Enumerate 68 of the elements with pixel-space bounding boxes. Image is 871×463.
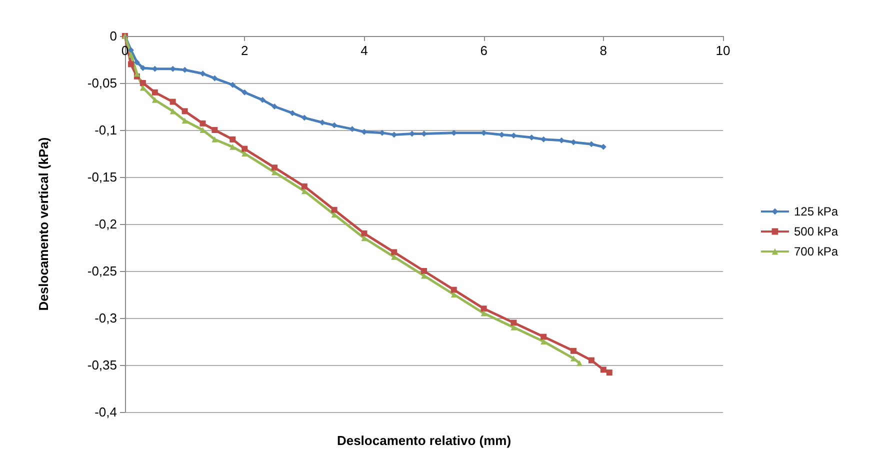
point	[200, 120, 206, 126]
x-tick-label: 10	[716, 43, 730, 58]
point	[421, 268, 427, 274]
point	[570, 348, 576, 354]
point	[182, 108, 188, 114]
point	[319, 119, 326, 126]
y-tick-label: -0,2	[94, 216, 117, 232]
point	[301, 183, 308, 190]
point	[361, 230, 368, 236]
y-tick-label: -0,3	[94, 310, 117, 326]
point	[230, 144, 236, 150]
y-tick-label: -0,15	[87, 170, 117, 184]
point	[540, 338, 547, 344]
point	[391, 249, 398, 256]
legend-label: 125 kPa	[794, 204, 838, 218]
y-axis-title: Deslocamento vertical (kPa)	[36, 137, 51, 311]
point	[230, 82, 236, 88]
x-tick-label: 8	[600, 43, 608, 58]
point	[212, 136, 218, 142]
y-tick-label: -0,25	[87, 264, 117, 278]
legend-label: 700 kPa	[794, 244, 838, 258]
point	[230, 136, 236, 142]
point	[361, 235, 368, 242]
point	[242, 89, 248, 96]
point	[212, 75, 218, 82]
point	[242, 146, 248, 152]
y-tick-label: -0,1	[94, 122, 117, 138]
point	[331, 206, 338, 213]
x-tick-label: 6	[480, 43, 488, 58]
point	[606, 370, 612, 376]
point	[200, 70, 206, 77]
point	[480, 310, 487, 316]
y-tick-label: -0,4	[94, 404, 117, 420]
point	[272, 164, 278, 171]
point	[570, 139, 576, 146]
point	[272, 169, 278, 176]
point	[576, 360, 582, 366]
point	[510, 324, 517, 330]
point	[140, 80, 146, 86]
point	[289, 110, 296, 116]
point	[170, 98, 176, 105]
point	[450, 286, 457, 293]
point	[480, 306, 487, 312]
point	[128, 47, 134, 54]
x-tick-label: 4	[360, 43, 368, 58]
point	[588, 357, 594, 364]
point	[134, 59, 140, 66]
point	[510, 320, 517, 326]
point	[152, 96, 158, 103]
point	[349, 126, 356, 132]
x-tick-label: 2	[240, 43, 248, 58]
point	[540, 334, 547, 340]
y-tick-label: 0	[110, 28, 117, 44]
point	[272, 104, 278, 110]
point	[421, 272, 427, 279]
point	[600, 366, 606, 373]
point	[152, 89, 158, 96]
point	[128, 52, 134, 58]
point	[182, 118, 188, 124]
x-axis-title: Deslocamento relativo (mm)	[336, 433, 512, 448]
y-tick-label: -0,35	[87, 358, 117, 372]
legend-label: 500 kPa	[794, 224, 838, 238]
point	[212, 127, 218, 133]
point	[260, 96, 266, 103]
point	[450, 292, 457, 298]
point	[301, 114, 308, 121]
y-tick-label: -0,05	[87, 76, 117, 90]
point	[128, 61, 134, 68]
